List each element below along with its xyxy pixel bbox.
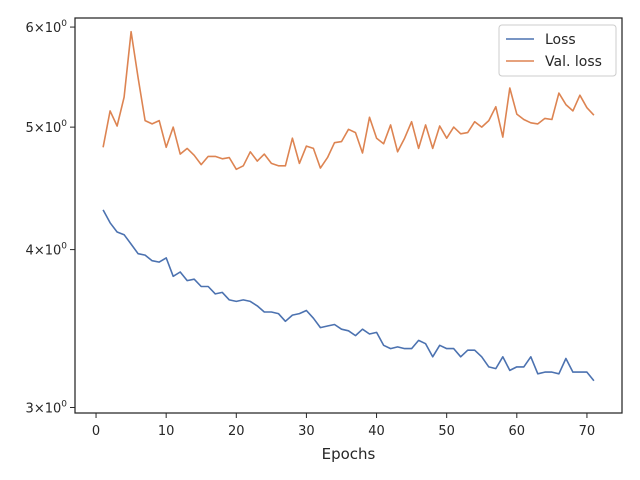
y-tick-label: 3×100 <box>26 399 68 416</box>
x-tick-label: 40 <box>368 424 385 439</box>
y-tick-label: 4×100 <box>26 242 68 259</box>
plot-frame <box>74 17 623 414</box>
x-tick-label: 0 <box>92 424 100 439</box>
x-tick-label: 70 <box>579 424 596 439</box>
legend-label-1: Val. loss <box>545 54 602 70</box>
series-lines <box>102 30 595 382</box>
legend-label-0: Loss <box>545 32 576 48</box>
y-tick-label: 6×100 <box>26 19 68 36</box>
x-tick-label: 60 <box>509 424 526 439</box>
x-tick-label: 10 <box>158 424 175 439</box>
series-line-1 <box>102 30 595 171</box>
x-axis-ticks: 0 10 20 30 40 50 60 70 <box>92 413 595 439</box>
y-axis-ticks: 3×100 4×100 5×100 6×100 <box>26 19 75 416</box>
x-axis-label: Epochs <box>322 445 376 463</box>
x-tick-label: 50 <box>438 424 455 439</box>
x-tick-label: 20 <box>228 424 245 439</box>
series-line-0 <box>102 209 595 382</box>
x-tick-label: 30 <box>298 424 315 439</box>
legend: Loss Val. loss <box>498 24 617 77</box>
legend-box <box>498 24 617 77</box>
y-tick-label: 5×100 <box>26 119 68 136</box>
